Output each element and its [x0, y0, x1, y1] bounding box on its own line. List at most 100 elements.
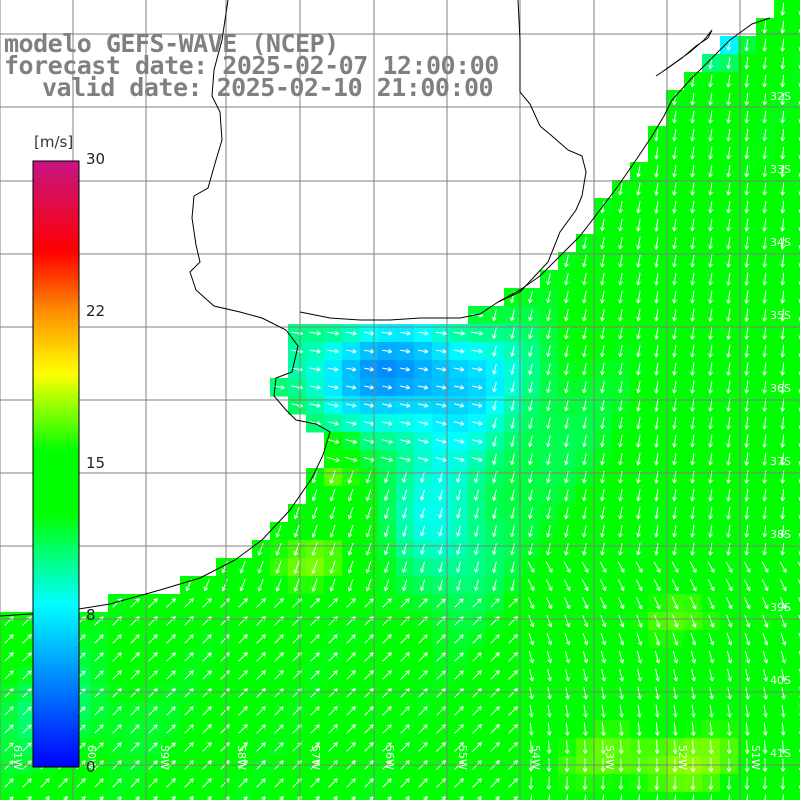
- wind-arrow: [617, 596, 625, 610]
- wind-arrow: [762, 200, 767, 214]
- wind-arrow: [654, 308, 659, 322]
- wind-arrow: [274, 616, 284, 626]
- wind-arrow: [418, 670, 428, 680]
- wind-arrow: [564, 255, 569, 268]
- wind-arrow: [566, 794, 569, 800]
- wind-arrow: [490, 706, 500, 716]
- wind-arrow: [672, 182, 677, 196]
- wind-arrow: [582, 362, 587, 376]
- wind-arrow: [564, 453, 569, 466]
- wind-arrow: [257, 578, 264, 592]
- wind-arrow: [564, 435, 569, 448]
- lat-label: 40S: [770, 674, 791, 687]
- wind-arrow: [256, 598, 266, 608]
- wind-arrow: [690, 650, 697, 664]
- wind-arrow: [708, 326, 713, 340]
- wind-arrow: [546, 399, 551, 412]
- wind-arrow: [565, 704, 570, 718]
- wind-arrow: [672, 164, 677, 178]
- wind-arrow: [744, 272, 749, 286]
- wind-arrow: [654, 632, 661, 646]
- wind-arrow: [780, 254, 786, 268]
- wind-arrow: [510, 543, 515, 556]
- wind-arrow: [274, 724, 284, 734]
- wind-arrow: [417, 421, 429, 426]
- wind-arrow: [184, 706, 194, 716]
- wind-arrow: [436, 778, 446, 788]
- wind-arrow: [274, 778, 284, 788]
- lat-label: 41S: [770, 747, 791, 760]
- wind-arrow: [780, 272, 786, 286]
- wind-arrow: [690, 362, 695, 376]
- wind-arrow: [454, 778, 464, 788]
- wind-arrow: [600, 236, 605, 250]
- wind-arrow: [582, 614, 589, 628]
- wind-arrow: [347, 560, 354, 574]
- field-cell: [792, 774, 800, 793]
- wind-arrow: [564, 740, 570, 754]
- wind-arrow: [654, 272, 659, 286]
- wind-arrow: [619, 686, 624, 700]
- wind-arrow: [418, 724, 428, 734]
- wind-arrow: [328, 724, 338, 734]
- wind-arrow: [382, 706, 392, 716]
- wind-arrow: [654, 488, 659, 502]
- wind-arrow: [417, 403, 429, 408]
- wind-arrow: [327, 438, 340, 444]
- wind-arrow: [256, 670, 266, 680]
- wind-arrow: [708, 344, 713, 358]
- field-cell: [792, 216, 800, 235]
- wind-arrow: [383, 579, 390, 592]
- wind-arrow: [382, 384, 393, 390]
- wind-arrow: [797, 561, 800, 567]
- wind-arrow: [653, 579, 661, 592]
- wind-arrow: [345, 385, 357, 390]
- wind-arrow: [690, 146, 695, 160]
- lon-label: 60W: [85, 745, 98, 770]
- wind-arrow: [184, 778, 194, 788]
- wind-arrow: [636, 542, 641, 556]
- wind-arrow: [672, 128, 677, 142]
- wind-arrow: [563, 561, 571, 573]
- wind-arrow: [328, 598, 338, 608]
- wind-arrow: [492, 309, 497, 322]
- wind-arrow: [239, 578, 246, 592]
- wind-arrow: [399, 403, 411, 408]
- wind-arrow: [780, 506, 786, 520]
- wind-arrow: [762, 164, 768, 178]
- wind-arrow: [744, 164, 749, 178]
- wind-arrow: [564, 722, 570, 736]
- wind-arrow: [618, 399, 623, 412]
- wind-arrow: [762, 434, 767, 448]
- field-cell: [792, 486, 800, 505]
- wind-arrow: [653, 561, 661, 573]
- wind-arrow: [708, 362, 713, 376]
- wind-arrow: [763, 668, 769, 682]
- wind-arrow: [310, 706, 320, 716]
- wind-arrow: [654, 434, 659, 448]
- wind-arrow: [762, 326, 767, 340]
- wind-arrow: [601, 668, 606, 682]
- wind-arrow: [221, 560, 228, 574]
- wind-arrow: [364, 724, 374, 734]
- wind-arrow: [672, 236, 677, 250]
- wind-arrow: [256, 742, 266, 752]
- wind-arrow: [654, 506, 659, 520]
- wind-arrow: [492, 489, 497, 502]
- wind-arrow: [564, 381, 569, 394]
- field-cell: [0, 792, 19, 800]
- wind-arrow: [310, 670, 320, 680]
- wind-arrow: [275, 542, 282, 556]
- wind-arrow: [547, 668, 552, 682]
- field-cell: [432, 792, 451, 800]
- wind-arrow: [148, 724, 158, 734]
- colorbar-units: [m/s]: [34, 133, 74, 151]
- wind-arrow: [546, 453, 551, 466]
- wind-arrow: [726, 452, 731, 466]
- wind-arrow: [780, 632, 787, 646]
- wind-arrow: [690, 344, 695, 358]
- wind-arrow: [690, 164, 695, 178]
- field-cell: [18, 792, 37, 800]
- wind-arrow: [764, 794, 766, 800]
- wind-arrow: [382, 778, 392, 788]
